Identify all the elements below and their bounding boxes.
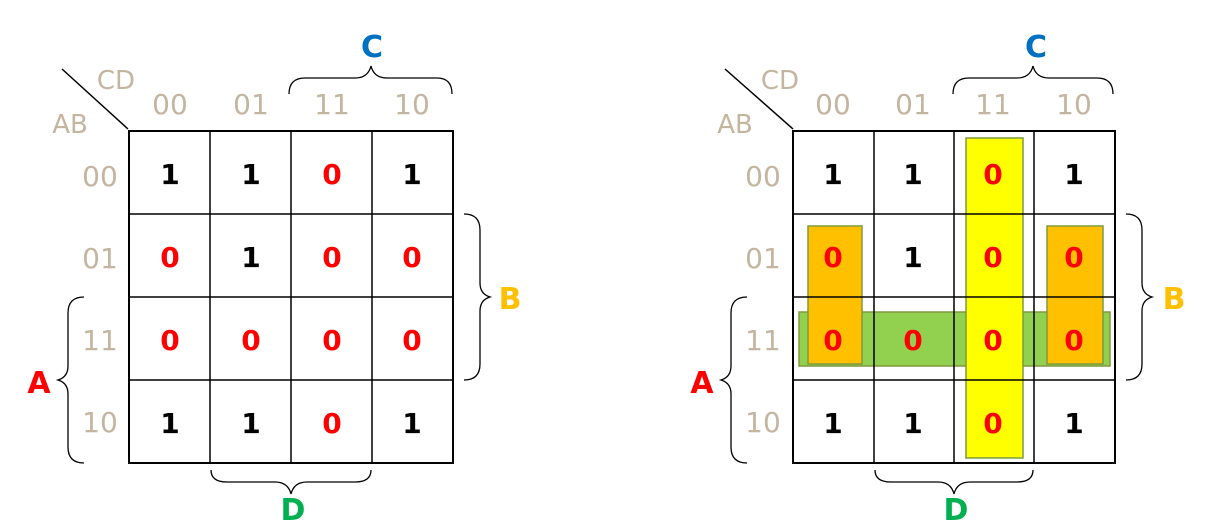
left-a-brace xyxy=(55,296,85,464)
right-cell-value: 0 xyxy=(903,324,922,357)
left-b-brace xyxy=(463,213,493,381)
left-cell-value: 0 xyxy=(322,241,341,274)
right-row-header: 10 xyxy=(745,406,781,439)
right-corner-cd-label: CD xyxy=(761,66,799,96)
left-label-d: D xyxy=(281,493,306,524)
right-label-b: B xyxy=(1163,282,1186,317)
right-label-a: A xyxy=(690,366,714,401)
right-kmap: CD AB 00 01 11 10 00 01 11 10 1 1 0 xyxy=(690,30,1185,524)
right-cell-value: 1 xyxy=(903,407,922,440)
left-grid xyxy=(128,130,454,464)
right-a-brace xyxy=(718,296,748,464)
right-cell-value: 1 xyxy=(1064,158,1083,191)
left-cell-value: 1 xyxy=(241,241,260,274)
right-cell-value: 0 xyxy=(1064,241,1083,274)
right-col-header: 10 xyxy=(1056,88,1092,121)
right-cell-value: 1 xyxy=(823,407,842,440)
left-kmap: CD AB 00 01 11 10 00 01 11 10 1 1 0 xyxy=(27,30,521,524)
orange-group-right xyxy=(1046,225,1104,365)
left-cell-value: 0 xyxy=(402,324,421,357)
right-corner-diagonal xyxy=(724,68,794,130)
right-cell-value: 0 xyxy=(983,158,1002,191)
left-row-header: 10 xyxy=(82,406,118,439)
left-d-brace xyxy=(210,469,372,495)
left-cell-value: 0 xyxy=(160,324,179,357)
right-cell-value: 0 xyxy=(983,241,1002,274)
left-col-header: 11 xyxy=(314,88,350,121)
right-cell-value: 0 xyxy=(983,324,1002,357)
left-cell-value: 0 xyxy=(322,158,341,191)
right-grid xyxy=(792,130,1116,464)
left-corner-ab-label: AB xyxy=(52,110,88,140)
left-cell-value: 1 xyxy=(402,158,421,191)
yellow-group-column-11 xyxy=(965,137,1024,459)
left-label-c: C xyxy=(361,30,383,65)
left-cell-value: 1 xyxy=(160,158,179,191)
left-row-header: 00 xyxy=(82,160,118,193)
right-row-header: 01 xyxy=(745,242,781,275)
left-cell-value: 1 xyxy=(402,407,421,440)
orange-group-left xyxy=(807,225,863,365)
left-corner-diagonal xyxy=(61,68,129,130)
right-cell-value: 0 xyxy=(823,324,842,357)
right-label-d: D xyxy=(944,493,969,524)
right-d-brace xyxy=(874,469,1034,495)
left-cells: 1 1 0 1 0 1 0 0 0 0 0 0 1 1 0 1 xyxy=(160,158,421,440)
left-col-header: 10 xyxy=(394,88,430,121)
left-col-header: 01 xyxy=(233,88,269,121)
right-label-c: C xyxy=(1025,30,1047,65)
right-cell-value: 1 xyxy=(903,158,922,191)
right-corner-ab-label: AB xyxy=(717,110,753,140)
right-col-header: 00 xyxy=(815,88,851,121)
right-cell-value: 0 xyxy=(983,407,1002,440)
right-cell-value: 1 xyxy=(823,158,842,191)
left-col-header: 00 xyxy=(152,88,188,121)
left-row-headers: 00 01 11 10 xyxy=(82,160,118,439)
left-cell-value: 1 xyxy=(160,407,179,440)
right-cells: 1 1 0 1 0 1 0 0 0 0 0 0 1 1 0 1 xyxy=(823,158,1083,440)
left-row-header: 11 xyxy=(82,324,118,357)
right-row-header: 11 xyxy=(745,324,781,357)
right-cell-value: 1 xyxy=(903,241,922,274)
left-row-header: 01 xyxy=(82,242,118,275)
left-cell-value: 1 xyxy=(241,158,260,191)
right-b-brace xyxy=(1125,213,1155,381)
left-cell-value: 0 xyxy=(322,324,341,357)
right-col-header: 11 xyxy=(975,88,1011,121)
left-col-headers: 00 01 11 10 xyxy=(152,88,430,121)
left-label-a: A xyxy=(27,366,51,401)
left-cell-value: 0 xyxy=(241,324,260,357)
right-c-brace xyxy=(952,65,1114,95)
right-row-headers: 00 01 11 10 xyxy=(745,160,781,439)
right-cell-value: 1 xyxy=(1064,407,1083,440)
right-cell-value: 0 xyxy=(823,241,842,274)
right-col-headers: 00 01 11 10 xyxy=(815,88,1092,121)
left-corner-cd-label: CD xyxy=(97,66,135,96)
left-c-brace xyxy=(288,65,453,95)
left-cell-value: 0 xyxy=(322,407,341,440)
right-col-header: 01 xyxy=(895,88,931,121)
left-cell-value: 1 xyxy=(241,407,260,440)
right-row-header: 00 xyxy=(745,160,781,193)
left-cell-value: 0 xyxy=(160,241,179,274)
right-cell-value: 0 xyxy=(1064,324,1083,357)
left-cell-value: 0 xyxy=(402,241,421,274)
left-label-b: B xyxy=(499,282,522,317)
